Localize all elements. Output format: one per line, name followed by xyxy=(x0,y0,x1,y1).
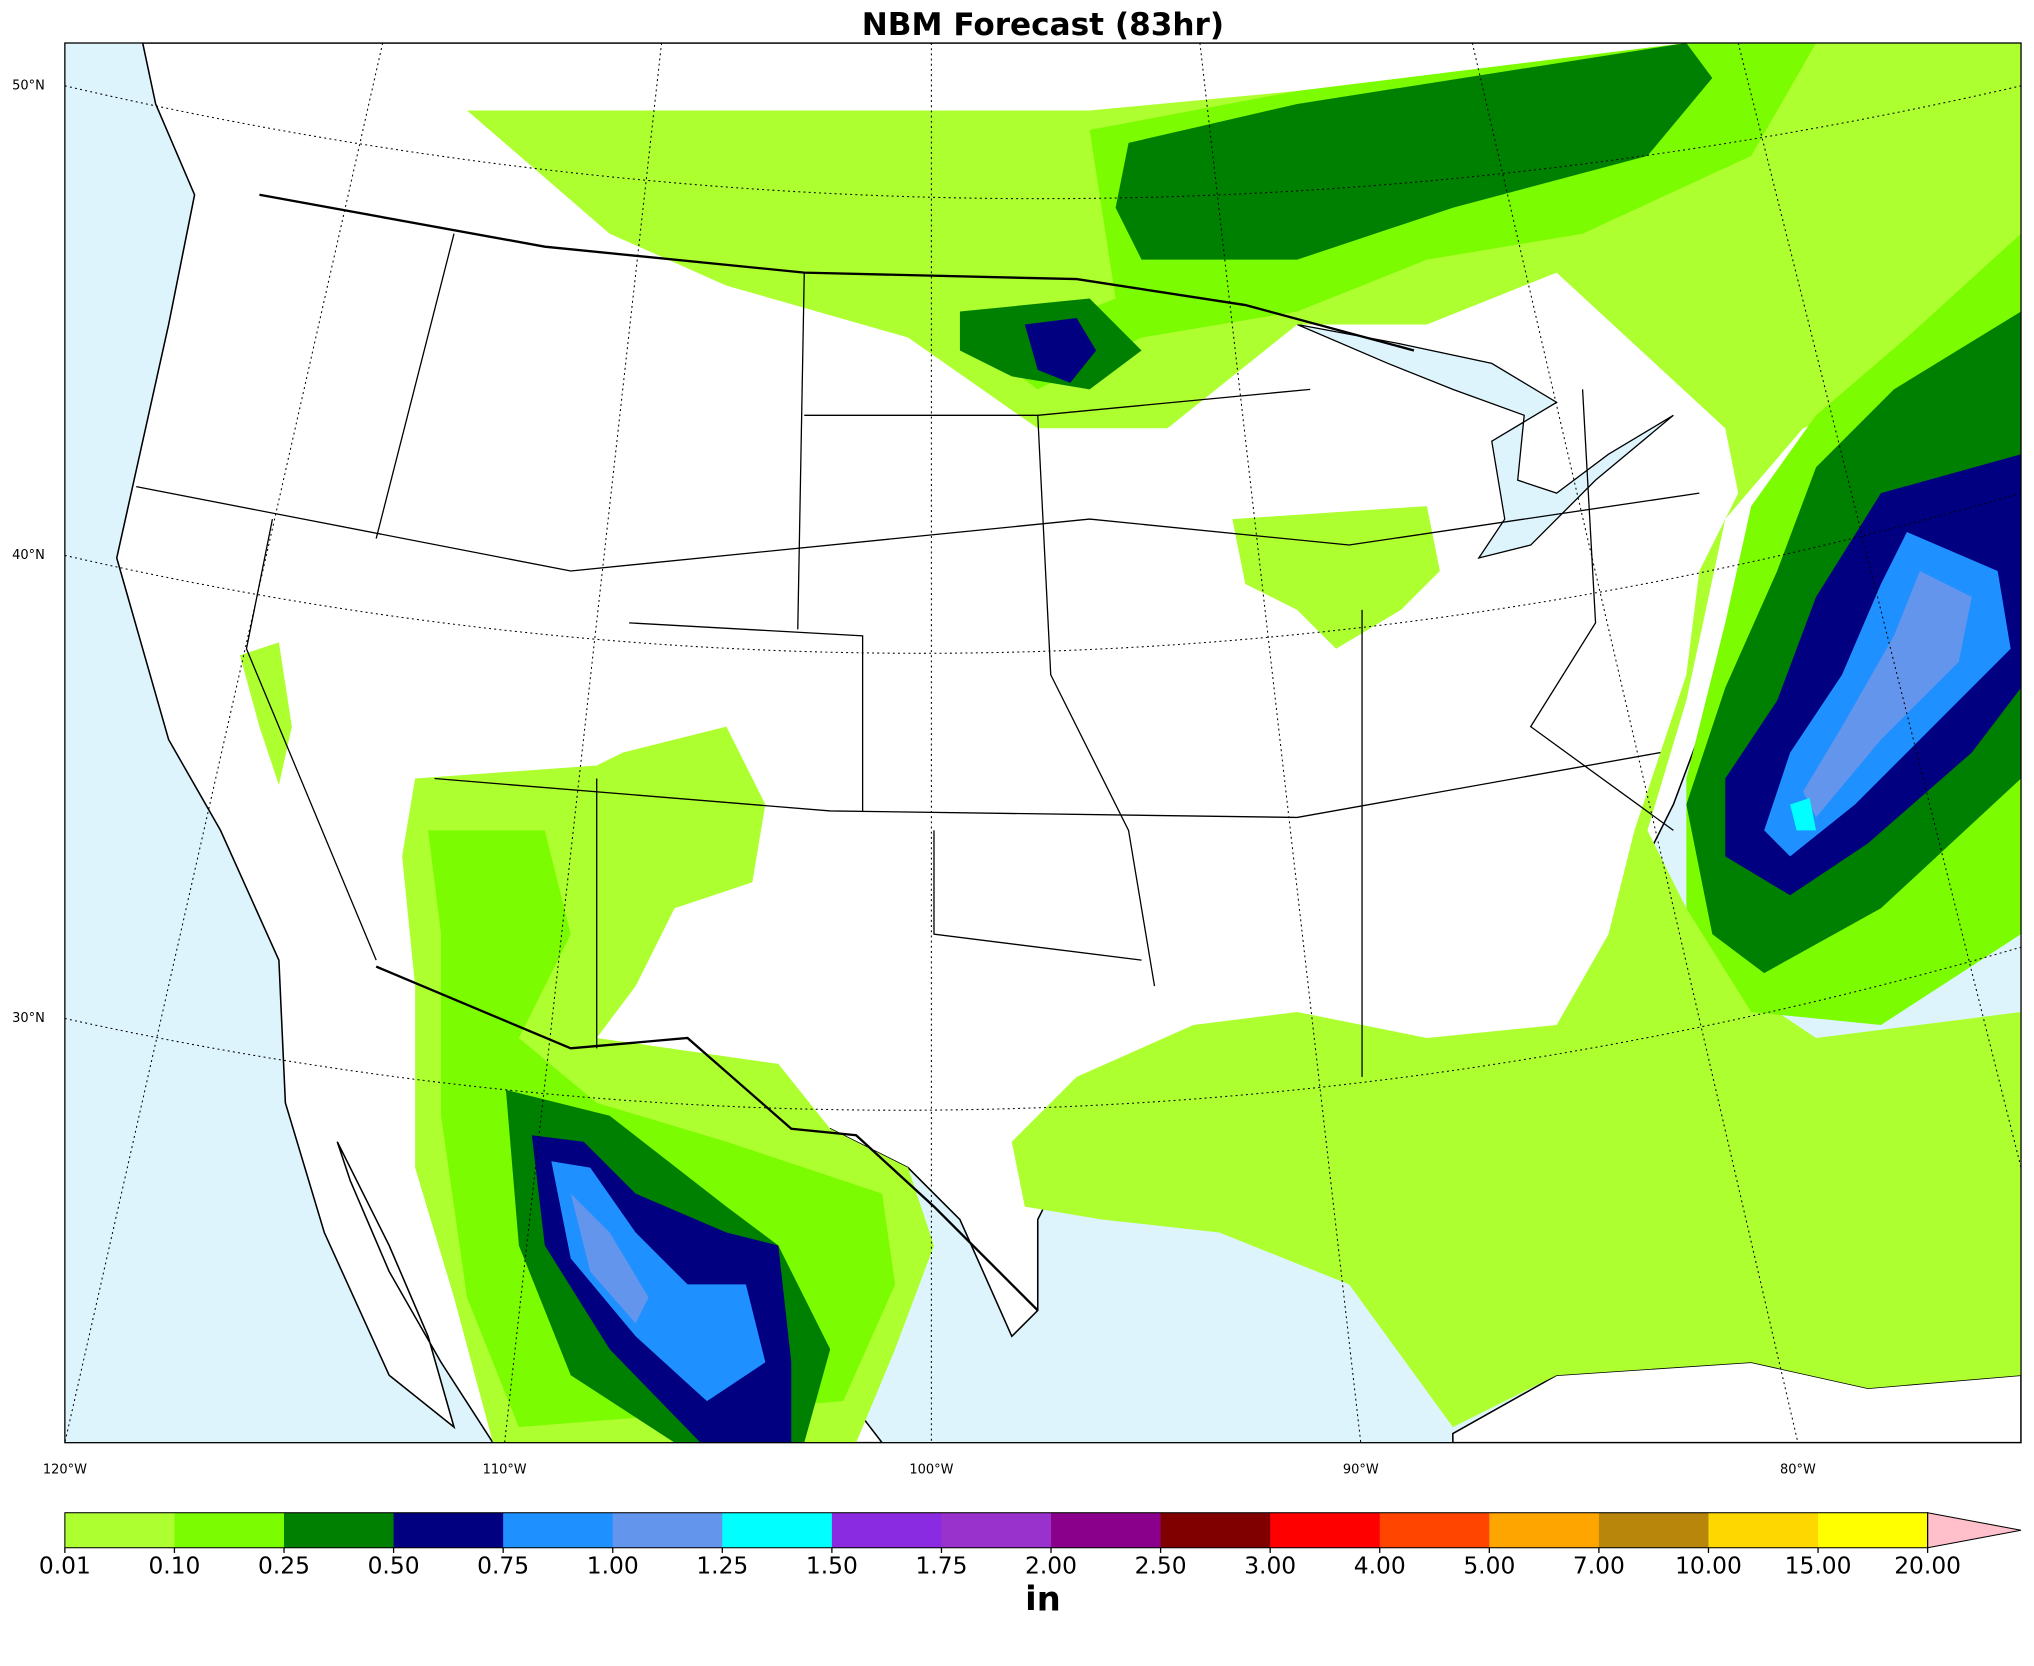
lon-label: 110°W xyxy=(483,1462,527,1477)
colorbar-tick-label: 1.75 xyxy=(915,1552,967,1580)
lon-labels: 120°W 110°W 100°W 90°W 80°W xyxy=(43,1462,1816,1477)
state-lines xyxy=(136,233,1700,1077)
colorbar-tick-label: 0.25 xyxy=(258,1552,310,1580)
map xyxy=(64,43,2022,1443)
colorbar-tick-label: 4.00 xyxy=(1354,1552,1406,1580)
colorbar-tick-label: 15.00 xyxy=(1785,1552,1852,1580)
colorbar-swatch xyxy=(503,1512,614,1548)
colorbar-swatch xyxy=(1818,1512,1929,1548)
colorbar-extension xyxy=(1927,1512,2022,1549)
map-title: NBM Forecast (83hr) xyxy=(862,7,1224,43)
colorbar-tick-label: 1.00 xyxy=(587,1552,639,1580)
colorbar-swatch xyxy=(1160,1512,1271,1548)
colorbar-tick-label: 20.00 xyxy=(1894,1552,1961,1580)
colorbar-tick-label: 2.50 xyxy=(1135,1552,1187,1580)
lon-label: 90°W xyxy=(1343,1462,1379,1477)
colorbar-tick-label: 5.00 xyxy=(1463,1552,1515,1580)
lat-label: 40°N xyxy=(12,548,45,563)
colorbar-swatch xyxy=(174,1512,285,1548)
colorbar-frame xyxy=(64,1512,1929,1549)
map-frame xyxy=(64,42,2022,1444)
colorbar-swatch xyxy=(612,1512,723,1548)
colorbar-tick-label: 1.25 xyxy=(696,1552,748,1580)
borders xyxy=(259,193,1415,1312)
colorbar-swatch xyxy=(1708,1512,1819,1548)
graticule xyxy=(64,43,2022,1443)
colorbar-swatch xyxy=(284,1512,394,1548)
colorbar-swatch xyxy=(941,1512,1052,1548)
colorbar-swatch xyxy=(1598,1512,1709,1548)
precipitation xyxy=(239,43,2022,1443)
colorbar-swatch xyxy=(1489,1512,1600,1548)
colorbar-swatch xyxy=(1270,1512,1381,1548)
lon-label: 120°W xyxy=(43,1462,87,1477)
colorbar-swatch xyxy=(1051,1512,1161,1548)
colorbar-tick-label: 0.75 xyxy=(477,1552,529,1580)
colorbar-tick-label: 1.50 xyxy=(806,1552,858,1580)
colorbar-tick-label: 10.00 xyxy=(1675,1552,1742,1580)
lat-label: 50°N xyxy=(12,78,45,93)
colorbar: 0.01 0.10 0.25 0.50 0.75 1.00 1.25 1.50 1.75 2.00… xyxy=(39,1512,2022,1580)
lon-label: 100°W xyxy=(909,1462,953,1477)
colorbar-tick-label: 0.50 xyxy=(368,1552,420,1580)
lat-label: 30°N xyxy=(12,1011,45,1026)
colorbar-swatch xyxy=(64,1512,175,1548)
colorbar-swatch xyxy=(831,1512,942,1548)
colorbar-unit: in xyxy=(1025,1579,1061,1618)
colorbar-tick-label: 0.01 xyxy=(39,1552,91,1580)
colorbar-swatch xyxy=(722,1512,833,1548)
colorbar-tick-label: 0.10 xyxy=(148,1552,200,1580)
colorbar-tick-label: 3.00 xyxy=(1244,1552,1296,1580)
colorbar-swatch xyxy=(1379,1512,1490,1548)
great-lakes xyxy=(1296,323,1674,560)
lon-label: 80°W xyxy=(1780,1462,1816,1477)
lat-labels: 50°N 40°N 30°N xyxy=(12,78,45,1026)
colorbar-swatch xyxy=(393,1512,504,1548)
colorbar-tick-label: 7.00 xyxy=(1573,1552,1625,1580)
colorbar-tick-label: 2.00 xyxy=(1025,1552,1077,1580)
